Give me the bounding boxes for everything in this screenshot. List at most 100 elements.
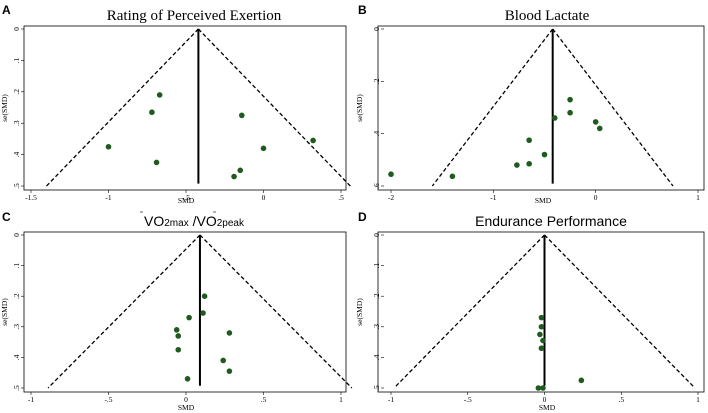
y-tick-label: .1 <box>372 263 381 269</box>
study-point <box>540 385 546 391</box>
y-tick-label: 0 <box>12 233 21 237</box>
study-point <box>538 345 545 352</box>
funnel-right-line <box>197 28 351 187</box>
x-tick-label: -.5 <box>464 395 472 404</box>
panel-letter-d: D <box>358 210 367 224</box>
study-point <box>200 310 206 316</box>
y-axis-label: se(SMD) <box>355 94 364 122</box>
x-tick-label: -1.5 <box>25 193 37 202</box>
study-point <box>538 324 545 330</box>
funnel-right-line <box>552 28 674 187</box>
y-tick-label: 0 <box>12 27 21 31</box>
panel-c: C VO2max /VO2peak -1 -.5 0 .5 1 0 .1 .2 .3 .4 .5 S… <box>0 210 353 412</box>
study-point <box>596 125 603 132</box>
y-tick-label: .4 <box>12 354 21 360</box>
x-tick-label: 0 <box>184 395 188 404</box>
panel-letter-a: A <box>2 3 11 17</box>
y-tick-label: .3 <box>372 324 381 330</box>
plot-frame <box>23 25 347 191</box>
study-point <box>149 109 155 116</box>
x-tick-label: 1 <box>696 193 700 202</box>
title-v-max: V <box>144 213 154 229</box>
study-point <box>105 143 112 150</box>
y-tick-label: 0 <box>372 233 381 237</box>
x-axis-label: SMD <box>178 196 195 205</box>
study-point <box>220 357 226 364</box>
x-tick-label: 0 <box>543 395 547 404</box>
study-point <box>567 96 573 103</box>
study-point <box>201 293 208 300</box>
study-point <box>175 333 182 339</box>
y-tick-label: .2 <box>372 78 381 84</box>
x-tick-label: -1 <box>28 395 34 404</box>
x-tick-label: 1 <box>696 395 700 404</box>
study-point <box>592 119 599 125</box>
plot-marks: -1 -.5 0 .5 1 0 .1 .2 .3 .4 .5 <box>12 233 353 404</box>
x-axis-label: SMD <box>535 196 552 205</box>
chart-title: Rating of Perceived Exertion <box>107 8 282 24</box>
study-point <box>226 330 233 336</box>
chart-title: VO2max /VO2peak <box>144 213 245 229</box>
study-point <box>231 173 237 180</box>
panel-b: B Blood Lactate -2 -1 0 1 0 .2 .4 .6 SMD se(SMD… <box>355 3 705 205</box>
study-point <box>237 167 244 174</box>
study-point <box>184 376 191 382</box>
study-point <box>260 145 267 152</box>
panel-letter-b: B <box>358 3 367 17</box>
study-point <box>526 137 532 144</box>
study-point <box>239 112 245 119</box>
x-tick-label: 1 <box>339 395 343 404</box>
study-point <box>226 368 233 374</box>
y-tick-label: .4 <box>372 131 381 137</box>
x-tick-label: .5 <box>618 395 624 404</box>
study-point <box>551 115 558 121</box>
y-tick-label: .5 <box>12 385 21 391</box>
y-tick-label: .2 <box>12 293 21 299</box>
y-axis-label: se(SMD) <box>0 94 9 122</box>
study-point <box>540 337 546 344</box>
y-tick-label: .1 <box>12 57 21 63</box>
chart-title: Endurance Performance <box>475 213 627 229</box>
y-tick-label: .1 <box>12 263 21 269</box>
y-axis-label: se(SMD) <box>355 298 364 326</box>
chart-title: Blood Lactate <box>505 8 590 24</box>
x-tick-label: -.5 <box>182 193 190 202</box>
study-point <box>578 377 585 384</box>
funnel-left-line <box>47 234 201 389</box>
x-tick-label: .5 <box>338 193 344 202</box>
study-point <box>173 327 180 333</box>
y-tick-label: .4 <box>12 152 21 158</box>
study-point <box>175 346 182 353</box>
plot-frame <box>23 231 347 393</box>
panel-a: A Rating of Perceived Exertion -1.5 -1 -.5… <box>0 3 351 205</box>
y-tick-label: .4 <box>372 354 381 360</box>
x-tick-label: -1 <box>105 193 111 202</box>
funnel-right-line <box>199 234 353 389</box>
plot-frame <box>377 231 705 393</box>
study-point <box>186 314 192 321</box>
x-axis-label: SMD <box>178 403 195 412</box>
y-axis-label: se(SMD) <box>0 298 9 326</box>
y-tick-label: .5 <box>372 385 381 391</box>
y-tick-label: .3 <box>12 324 21 330</box>
study-point <box>388 171 394 178</box>
x-tick-label: -.5 <box>104 395 112 404</box>
x-axis-label: SMD <box>539 403 556 412</box>
funnel-left-line <box>393 234 545 389</box>
study-point <box>526 160 532 167</box>
study-point <box>156 92 163 98</box>
study-point <box>310 137 316 144</box>
x-tick-label: -1 <box>490 193 496 202</box>
plot-marks: -2 -1 0 1 0 .2 .4 .6 <box>372 27 700 202</box>
study-point <box>537 331 543 338</box>
study-point <box>535 385 542 391</box>
y-tick-label: 0 <box>372 27 381 31</box>
panel-letter-c: C <box>2 210 11 224</box>
x-tick-label: 0 <box>262 193 266 202</box>
y-tick-label: .2 <box>372 293 381 299</box>
plot-marks: -1 -.5 0 .5 1 0 .1 .2 .3 .4 .5 <box>372 233 700 404</box>
panel-d: D Endurance Performance -1 -.5 0 .5 1 0 .1 .2 .3… <box>355 210 705 412</box>
y-tick-label: .5 <box>12 183 21 189</box>
study-point <box>541 151 548 158</box>
